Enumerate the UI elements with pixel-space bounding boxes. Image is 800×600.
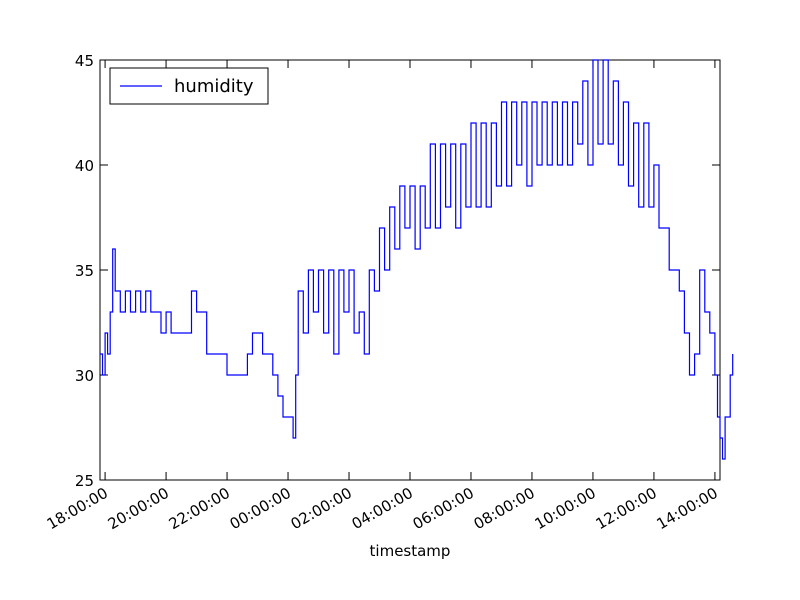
x-tick-label: 02:00:00: [288, 484, 355, 533]
x-tick-label: 04:00:00: [349, 484, 416, 533]
y-tick-label: 30: [75, 367, 94, 385]
x-tick-label: 00:00:00: [227, 484, 294, 533]
y-tick-label: 40: [75, 157, 94, 175]
legend-label-humidity: humidity: [174, 76, 254, 97]
x-axis-title: timestamp: [370, 542, 451, 560]
humidity-series-line: [100, 59, 734, 460]
x-tick-label: 22:00:00: [166, 484, 233, 533]
plot-area: [99, 59, 721, 481]
legend: humidity: [109, 67, 269, 105]
x-tick-label: 12:00:00: [593, 484, 660, 533]
y-tick-label: 25: [75, 472, 94, 490]
x-tick-label: 10:00:00: [532, 484, 599, 533]
x-tick-label: 08:00:00: [471, 484, 538, 533]
y-tick-label: 35: [75, 262, 94, 280]
x-tick-label: 14:00:00: [654, 484, 721, 533]
y-tick-label: 45: [75, 52, 94, 70]
x-tick-label: 18:00:00: [44, 484, 111, 533]
x-tick-label: 20:00:00: [105, 484, 172, 533]
x-tick-label: 06:00:00: [410, 484, 477, 533]
y-axis: 25 30 35 40 45: [75, 52, 720, 490]
